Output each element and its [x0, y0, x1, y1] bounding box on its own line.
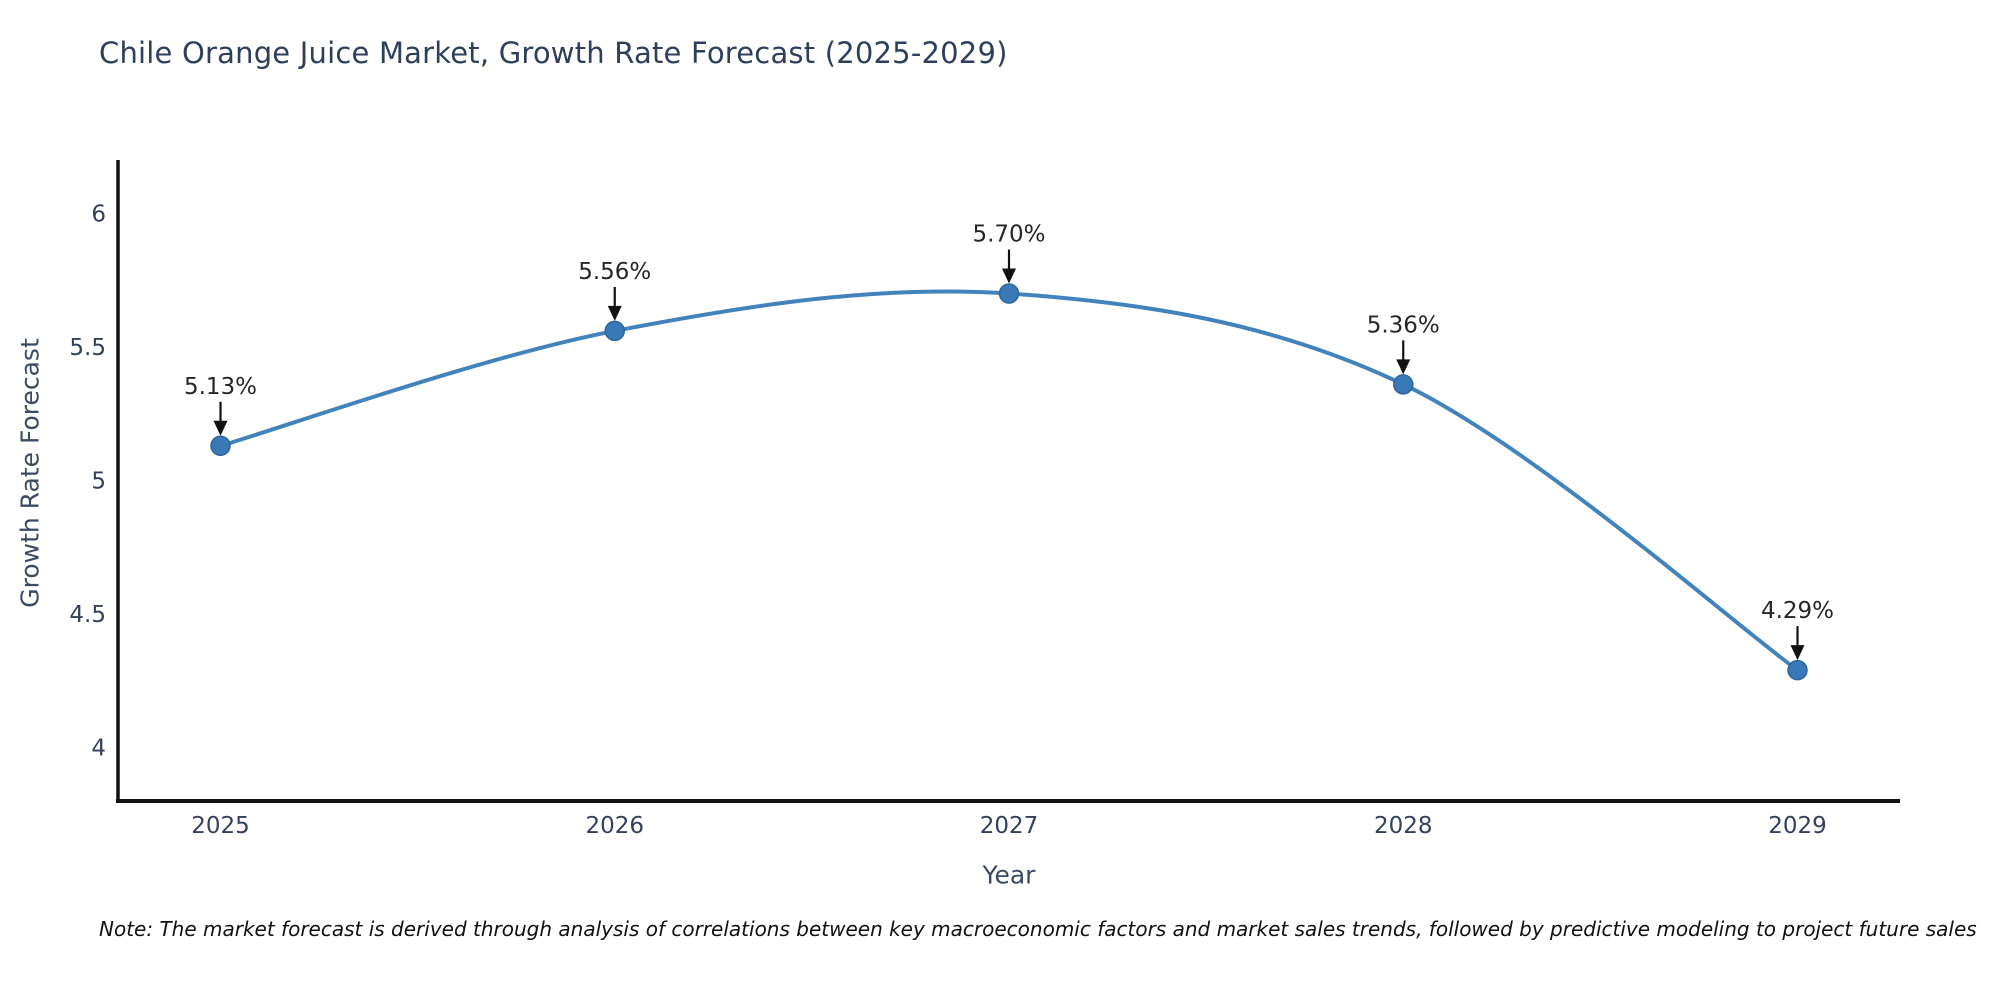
footnote: Note: The market forecast is derived thr…: [99, 917, 1977, 941]
data-point-label: 5.56%: [578, 259, 651, 285]
x-tick-label: 2029: [1768, 813, 1827, 839]
y-tick-label: 5: [91, 469, 106, 495]
y-axis-title: Growth Rate Forecast: [15, 338, 45, 608]
data-point-label: 5.13%: [184, 374, 257, 400]
x-tick-label: 2026: [585, 813, 644, 839]
data-point-label: 4.29%: [1761, 598, 1834, 624]
annotation-arrowhead-icon: [1790, 645, 1805, 661]
chart-title: Chile Orange Juice Market, Growth Rate F…: [99, 36, 1008, 70]
annotation-arrowhead-icon: [607, 305, 622, 321]
data-point-marker[interactable]: [1392, 374, 1414, 395]
data-point-marker[interactable]: [998, 283, 1020, 304]
data-point-label: 5.36%: [1367, 312, 1440, 338]
annotation-arrowhead-icon: [1396, 359, 1411, 375]
y-tick-label: 5.5: [69, 335, 106, 361]
x-tick-label: 2027: [980, 813, 1039, 839]
y-tick-label: 4: [91, 736, 106, 762]
y-tick-label: 4.5: [69, 602, 106, 628]
data-point-label: 5.70%: [972, 222, 1045, 248]
y-tick-label: 6: [91, 201, 106, 227]
data-point-marker[interactable]: [1787, 659, 1808, 681]
data-point-marker[interactable]: [210, 435, 231, 457]
x-tick-label: 2025: [191, 813, 250, 839]
data-point-marker[interactable]: [604, 320, 626, 342]
x-tick-label: 2028: [1374, 813, 1433, 839]
annotation-arrowhead-icon: [1002, 268, 1016, 284]
x-axis-title: Year: [982, 860, 1036, 890]
annotation-arrowhead-icon: [213, 420, 228, 436]
forecast-line: [218, 289, 1800, 673]
